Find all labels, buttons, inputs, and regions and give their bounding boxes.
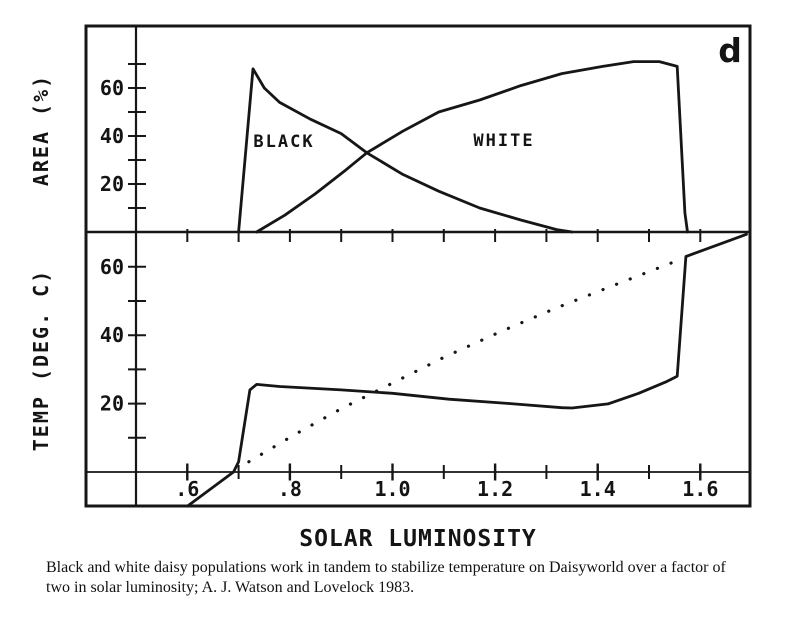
top-y-axis-title: AREA (%) bbox=[29, 74, 53, 186]
tick-labels: .6 .8 1.0 1.2 1.4 1.6 20 40 60 20 40 60 bbox=[100, 76, 718, 501]
bottom-y-tick-label: 20 bbox=[100, 392, 124, 416]
x-axis-title: SOLAR LUMINOSITY bbox=[299, 526, 537, 552]
caption-line-1: Black and white daisy populations work i… bbox=[46, 559, 726, 576]
black-curve-label: BLACK bbox=[253, 132, 314, 152]
figure-caption: Black and white daisy populations work i… bbox=[46, 558, 762, 598]
x-tick-label: 1.4 bbox=[580, 477, 616, 501]
panel-letter-label: d bbox=[718, 31, 742, 70]
x-tick-label: 1.6 bbox=[682, 477, 718, 501]
white-curve-label: WHITE bbox=[473, 131, 534, 151]
top-y-tick-label: 20 bbox=[100, 172, 124, 196]
chart-curves bbox=[185, 60, 748, 508]
top-y-tick-label: 60 bbox=[100, 76, 124, 100]
bottom-y-tick-label: 60 bbox=[100, 255, 124, 279]
bottom-y-axis-title: TEMP (DEG. C) bbox=[29, 269, 53, 452]
curve-white-daisies bbox=[255, 60, 689, 234]
curve-regulated-temperature bbox=[185, 232, 748, 508]
x-tick-label: .8 bbox=[278, 477, 302, 501]
curve-bare-planet-temperature bbox=[247, 260, 677, 464]
x-tick-label: 1.0 bbox=[374, 477, 410, 501]
caption-line-2: two in solar luminosity; A. J. Watson an… bbox=[46, 579, 415, 596]
top-y-tick-label: 40 bbox=[100, 124, 124, 148]
plot-frame bbox=[84, 24, 752, 508]
bottom-y-tick-label: 40 bbox=[100, 323, 124, 347]
x-tick-label: .6 bbox=[175, 477, 199, 501]
x-tick-label: 1.2 bbox=[477, 477, 513, 501]
tick-marks bbox=[128, 63, 702, 481]
